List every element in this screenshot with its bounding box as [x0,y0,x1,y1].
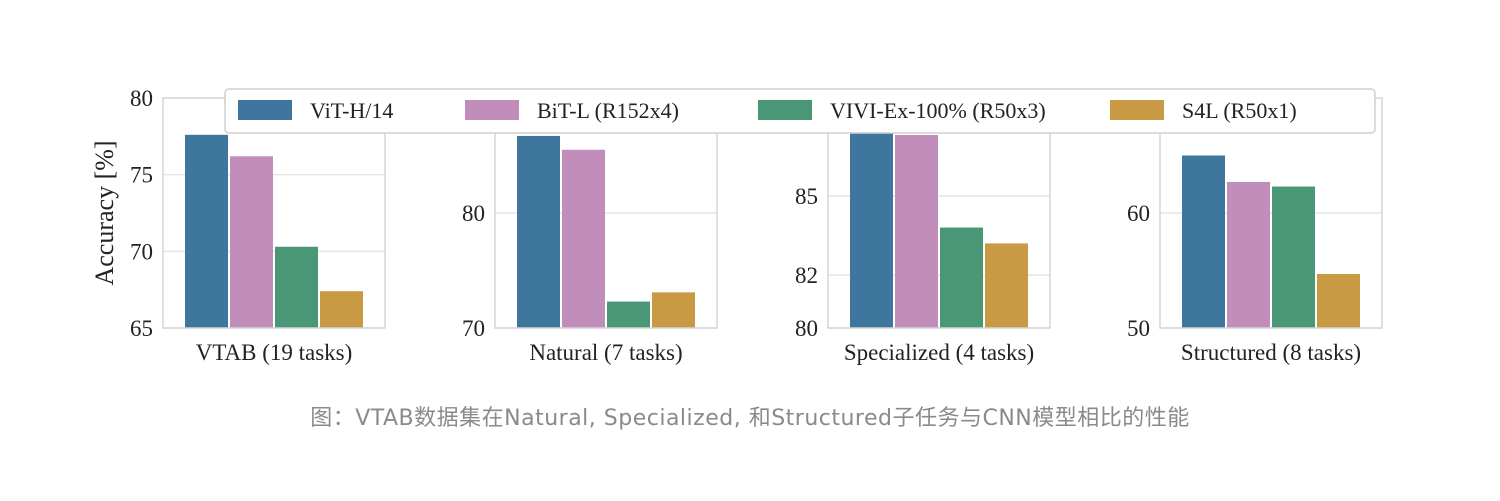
figure-caption: 图：VTAB数据集在Natural, Specialized, 和Structu… [310,406,1190,431]
bar-s4l-r50x1- [1317,273,1360,328]
legend-label: BiT-L (R152x4) [537,98,679,123]
bar-bit-l-r152x4- [562,149,605,328]
panel-title: Natural (7 tasks) [529,340,682,365]
bar-vivi-ex-100-r50x3- [940,227,983,328]
legend-swatch [238,100,292,120]
bar-s4l-r50x1- [985,243,1028,328]
bar-vit-h-14 [1182,155,1225,328]
bar-bit-l-r152x4- [1227,181,1270,328]
bar-s4l-r50x1- [320,291,363,328]
y-tick-label: 70 [462,316,485,341]
bar-vivi-ex-100-r50x3- [1272,186,1315,328]
chart: 65 70 75 80 VTAB (19 tasks) 70 80 Natural (7 ta… [90,86,1383,365]
y-tick-label: 70 [130,239,153,264]
y-tick-label: 80 [462,201,485,226]
y-tick-label: 75 [130,163,153,188]
legend-label: ViT-H/14 [310,98,393,123]
bar-vivi-ex-100-r50x3- [607,301,650,328]
y-tick-label: 85 [795,184,818,209]
y-tick-label: 82 [795,263,818,288]
legend-swatch [1110,100,1164,120]
bar-vit-h-14 [185,134,228,328]
legend: ViT-H/14 BiT-L (R152x4) VIVI-Ex-100% (R50x… [224,88,1376,134]
bar-vit-h-14 [850,129,893,328]
y-axis-label: Accuracy [%] [90,140,119,285]
panel-title: Structured (8 tasks) [1181,340,1361,365]
y-tick-label: 50 [1127,316,1150,341]
y-tick-label: 60 [1127,201,1150,226]
bar-bit-l-r152x4- [895,135,938,328]
bar-vivi-ex-100-r50x3- [275,246,318,328]
panel-title: VTAB (19 tasks) [196,340,353,365]
panel-3: 80828588Specialized (4 tasks) [795,97,1051,365]
legend-swatch [758,100,812,120]
bar-bit-l-r152x4- [230,156,273,328]
legend-swatch [465,100,519,120]
bar-vit-h-14 [517,135,560,328]
y-tick-label: 65 [130,316,153,341]
y-tick-label: 80 [795,316,818,341]
bar-s4l-r50x1- [652,292,695,328]
panel-4: 50 60 Structured (8 tasks) [1127,97,1383,365]
panel-title: Specialized (4 tasks) [844,340,1034,365]
panel-1: 65 70 75 80 VTAB (19 tasks) [130,86,386,365]
y-tick-label: 80 [130,86,153,111]
legend-label: S4L (R50x1) [1182,98,1297,123]
panel-2: 70 80 Natural (7 tasks) [462,97,718,365]
legend-label: VIVI-Ex-100% (R50x3) [830,98,1046,123]
